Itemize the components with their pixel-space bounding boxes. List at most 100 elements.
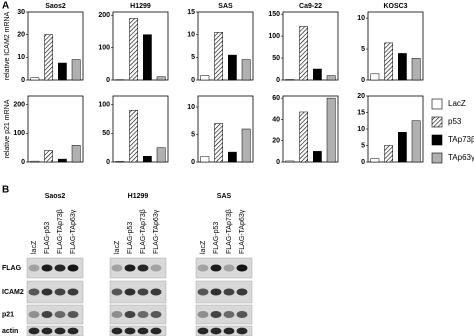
legend-swatch (431, 134, 443, 146)
bar (129, 110, 138, 163)
bar (299, 26, 308, 81)
y-tick-label: 150 (268, 11, 280, 18)
bar (313, 151, 322, 163)
bar (115, 161, 125, 163)
panel-label: A (2, 1, 9, 12)
blot-band (67, 264, 79, 272)
chart-title: H1299 (130, 3, 151, 10)
bar (384, 42, 393, 81)
legend-label: TAp73β (448, 135, 474, 144)
plot-frame (197, 95, 254, 163)
blot-band (54, 288, 66, 296)
blot-band (41, 327, 53, 335)
y-tick-label: 5 (191, 54, 195, 61)
bar (398, 132, 407, 163)
y-tick-label: 0 (21, 159, 25, 166)
blot-band (41, 264, 53, 272)
lane-label: FLAG-p53 (213, 222, 220, 254)
blot-row-label: FLAG (2, 265, 22, 272)
bar (156, 147, 166, 163)
blot-band (210, 264, 222, 272)
bar (384, 145, 393, 163)
lane-label: lacZ (200, 240, 207, 254)
y-tick-label: 10 (357, 126, 365, 133)
y-tick-label: 100 (13, 130, 25, 137)
lane-label: FLAG-p53 (44, 222, 51, 254)
bar (200, 75, 210, 81)
lane-label: FLAG-TAp73β (57, 209, 64, 254)
bar (156, 76, 166, 81)
blot-title: H1299 (128, 193, 149, 200)
bar (228, 54, 237, 81)
y-tick-label: 15 (357, 109, 365, 116)
y-tick-label: 0 (361, 77, 365, 84)
blot-band (111, 311, 123, 318)
blot-band (210, 327, 222, 335)
blot-band (150, 311, 162, 318)
lane-label: FLAG-TAp63γ (70, 209, 77, 254)
bar (129, 18, 138, 81)
blot-band (137, 327, 149, 335)
plot-frame (282, 95, 339, 163)
blot-band (28, 264, 40, 272)
blot-band (236, 327, 248, 335)
blot-band (150, 288, 162, 296)
y-axis-label: relative ICAM2 mRNA (4, 11, 11, 80)
blot-band (137, 288, 149, 296)
bar (326, 75, 336, 81)
bar (143, 34, 152, 81)
bar (214, 123, 223, 163)
y-tick-label: 10 (187, 32, 195, 39)
lane-label: FLAG-p53 (127, 222, 134, 254)
bar (58, 62, 67, 81)
y-tick-label: 50 (272, 55, 280, 62)
blot-band (41, 288, 53, 296)
y-tick-label: 5 (191, 131, 195, 138)
blot-band (28, 311, 40, 318)
bar (411, 120, 421, 163)
chart-title: SAS (218, 3, 233, 10)
y-tick-label: 40 (272, 116, 280, 123)
blot-band (197, 311, 209, 318)
y-tick-label: 0 (106, 159, 110, 166)
y-tick-label: 30 (17, 9, 25, 16)
bar (214, 32, 223, 81)
y-tick-label: 0 (276, 77, 280, 84)
y-tick-label: 0 (21, 77, 25, 84)
blot-band (54, 327, 66, 335)
bar (370, 158, 380, 163)
y-tick-label: 100 (98, 44, 110, 51)
blot-band (67, 327, 79, 335)
blot-band (67, 288, 79, 296)
bar (200, 156, 210, 163)
blot-band (67, 311, 79, 318)
blot-row-label: ICAM2 (2, 289, 24, 296)
plot-frame (367, 11, 424, 81)
bar (370, 73, 380, 81)
y-tick-label: 20 (272, 138, 280, 145)
legend-swatch (431, 116, 443, 128)
lane-label: FLAG-TAp63γ (153, 209, 160, 254)
bar (71, 145, 81, 163)
blot-band (150, 264, 162, 272)
bar (313, 68, 322, 81)
blot-band (223, 311, 235, 318)
y-tick-label: 10 (357, 15, 365, 22)
y-tick-label: 5 (361, 46, 365, 53)
blot-row-label: actin (2, 328, 18, 335)
chart-title: Ca9-22 (299, 3, 322, 10)
y-tick-label: 0 (191, 77, 195, 84)
bar (30, 160, 40, 163)
plot-frame (27, 95, 84, 163)
chart-title: KOSC3 (383, 3, 407, 10)
legend-label: LacZ (448, 99, 466, 108)
y-tick-label: 15 (187, 9, 195, 16)
blot-band (54, 311, 66, 318)
bar (44, 150, 53, 163)
y-tick-label: 20 (357, 93, 365, 100)
bar (58, 158, 67, 163)
plot-frame (112, 95, 169, 163)
blot-band (124, 288, 136, 296)
bar (285, 160, 295, 163)
blot-band (41, 311, 53, 318)
